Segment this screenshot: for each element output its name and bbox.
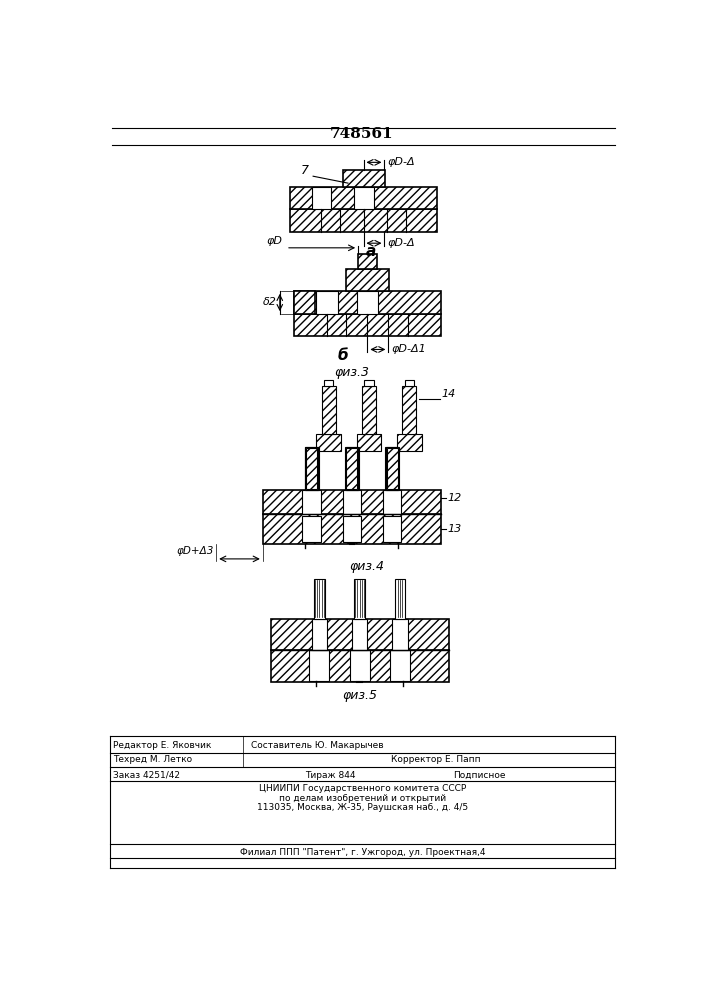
Bar	[312, 619, 327, 650]
Text: 7: 7	[301, 164, 309, 177]
Bar	[305, 447, 319, 490]
Bar	[397, 434, 421, 451]
Bar	[293, 291, 315, 314]
Bar	[343, 490, 361, 514]
Text: 13: 13	[448, 524, 462, 534]
Bar	[387, 448, 397, 489]
Text: φD+Δ3: φD+Δ3	[177, 546, 214, 556]
Bar	[322, 386, 336, 434]
Bar	[293, 291, 441, 314]
Bar	[383, 490, 402, 514]
Bar	[263, 490, 441, 514]
Text: б: б	[337, 348, 348, 363]
Bar	[349, 650, 370, 681]
Bar	[356, 291, 378, 314]
Bar	[290, 187, 437, 209]
Bar	[390, 650, 410, 681]
Bar	[356, 434, 381, 451]
Bar	[364, 380, 373, 386]
Text: Редактор Е. Яковчик: Редактор Е. Яковчик	[113, 741, 211, 750]
Bar	[386, 447, 398, 490]
Text: 14: 14	[442, 389, 456, 399]
Bar	[402, 386, 416, 434]
Bar	[383, 516, 402, 542]
Bar	[312, 187, 331, 209]
Text: φиз.3: φиз.3	[334, 366, 369, 379]
Bar	[290, 209, 437, 232]
Text: a: a	[366, 244, 376, 259]
Bar	[354, 579, 365, 619]
Text: ЦНИИПИ Государственного комитета СССР: ЦНИИПИ Государственного комитета СССР	[259, 784, 467, 793]
Bar	[305, 447, 317, 490]
Bar	[362, 386, 376, 434]
Bar	[271, 619, 449, 650]
Text: φD: φD	[267, 236, 283, 246]
Text: 12: 12	[448, 493, 462, 503]
Text: Филиал ППП "Патент", г. Ужгород, ул. Проектная,4: Филиал ППП "Патент", г. Ужгород, ул. Про…	[240, 848, 486, 857]
Bar	[346, 447, 358, 490]
Bar	[324, 380, 333, 386]
Text: φиз.4: φиз.4	[350, 560, 385, 573]
Text: δ2: δ2	[263, 297, 276, 307]
Text: по делам изобретений и открытий: по делам изобретений и открытий	[279, 794, 446, 803]
Text: Составитель Ю. Макарычев: Составитель Ю. Макарычев	[251, 741, 384, 750]
Bar	[316, 291, 338, 314]
Bar	[354, 187, 373, 209]
Bar	[343, 170, 385, 187]
Bar	[358, 254, 378, 269]
Bar	[303, 516, 321, 542]
Bar	[352, 619, 368, 650]
Bar	[395, 579, 405, 619]
Bar	[346, 269, 389, 291]
Bar	[343, 516, 361, 542]
Bar	[309, 650, 329, 681]
Bar	[316, 434, 341, 451]
Text: φD-Δ1: φD-Δ1	[392, 344, 426, 354]
Bar	[314, 579, 325, 619]
Text: φD-Δ: φD-Δ	[387, 238, 415, 248]
Text: φиз.5: φиз.5	[342, 689, 377, 702]
Text: Заказ 4251/42: Заказ 4251/42	[113, 771, 180, 780]
Bar	[404, 380, 414, 386]
Bar	[392, 619, 408, 650]
Bar	[303, 490, 321, 514]
Bar	[346, 448, 357, 489]
Text: Корректор Е. Папп: Корректор Е. Папп	[391, 755, 480, 764]
Text: 748561: 748561	[330, 127, 394, 141]
Bar	[345, 447, 359, 490]
Bar	[271, 650, 449, 682]
Text: Тираж 844: Тираж 844	[305, 771, 356, 780]
Bar	[263, 514, 441, 544]
Bar	[306, 448, 317, 489]
Bar	[385, 447, 399, 490]
Text: φD-Δ: φD-Δ	[387, 157, 415, 167]
Bar	[293, 314, 441, 336]
Text: 113035, Москва, Ж-35, Раушская наб., д. 4/5: 113035, Москва, Ж-35, Раушская наб., д. …	[257, 803, 468, 812]
Text: Подписное: Подписное	[452, 771, 505, 780]
Text: Техред М. Летко: Техред М. Летко	[113, 755, 192, 764]
